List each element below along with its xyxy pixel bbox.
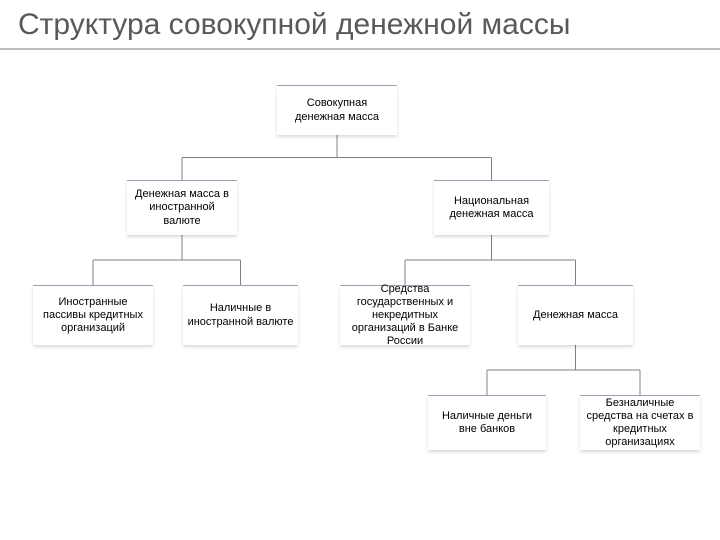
org-chart: Совокупная денежная масса Денежная масса … (0, 50, 720, 495)
node-l4b: Безналичные средства на счетах в кредитн… (580, 395, 700, 450)
page-title: Структура совокупной денежной массы (0, 0, 720, 50)
node-l3c: Средства государственных и некредитных о… (340, 285, 470, 345)
node-l3d: Денежная масса (518, 285, 633, 345)
node-l3a: Иностранные пассивы кредитных организаци… (33, 285, 153, 345)
node-l4a: Наличные деньги вне банков (428, 395, 546, 450)
node-l2b: Национальная денежная масса (434, 180, 549, 235)
node-l3b: Наличные в иностранной валюте (183, 285, 298, 345)
node-root: Совокупная денежная масса (277, 85, 397, 135)
node-l2a: Денежная масса в иностранной валюте (127, 180, 237, 235)
